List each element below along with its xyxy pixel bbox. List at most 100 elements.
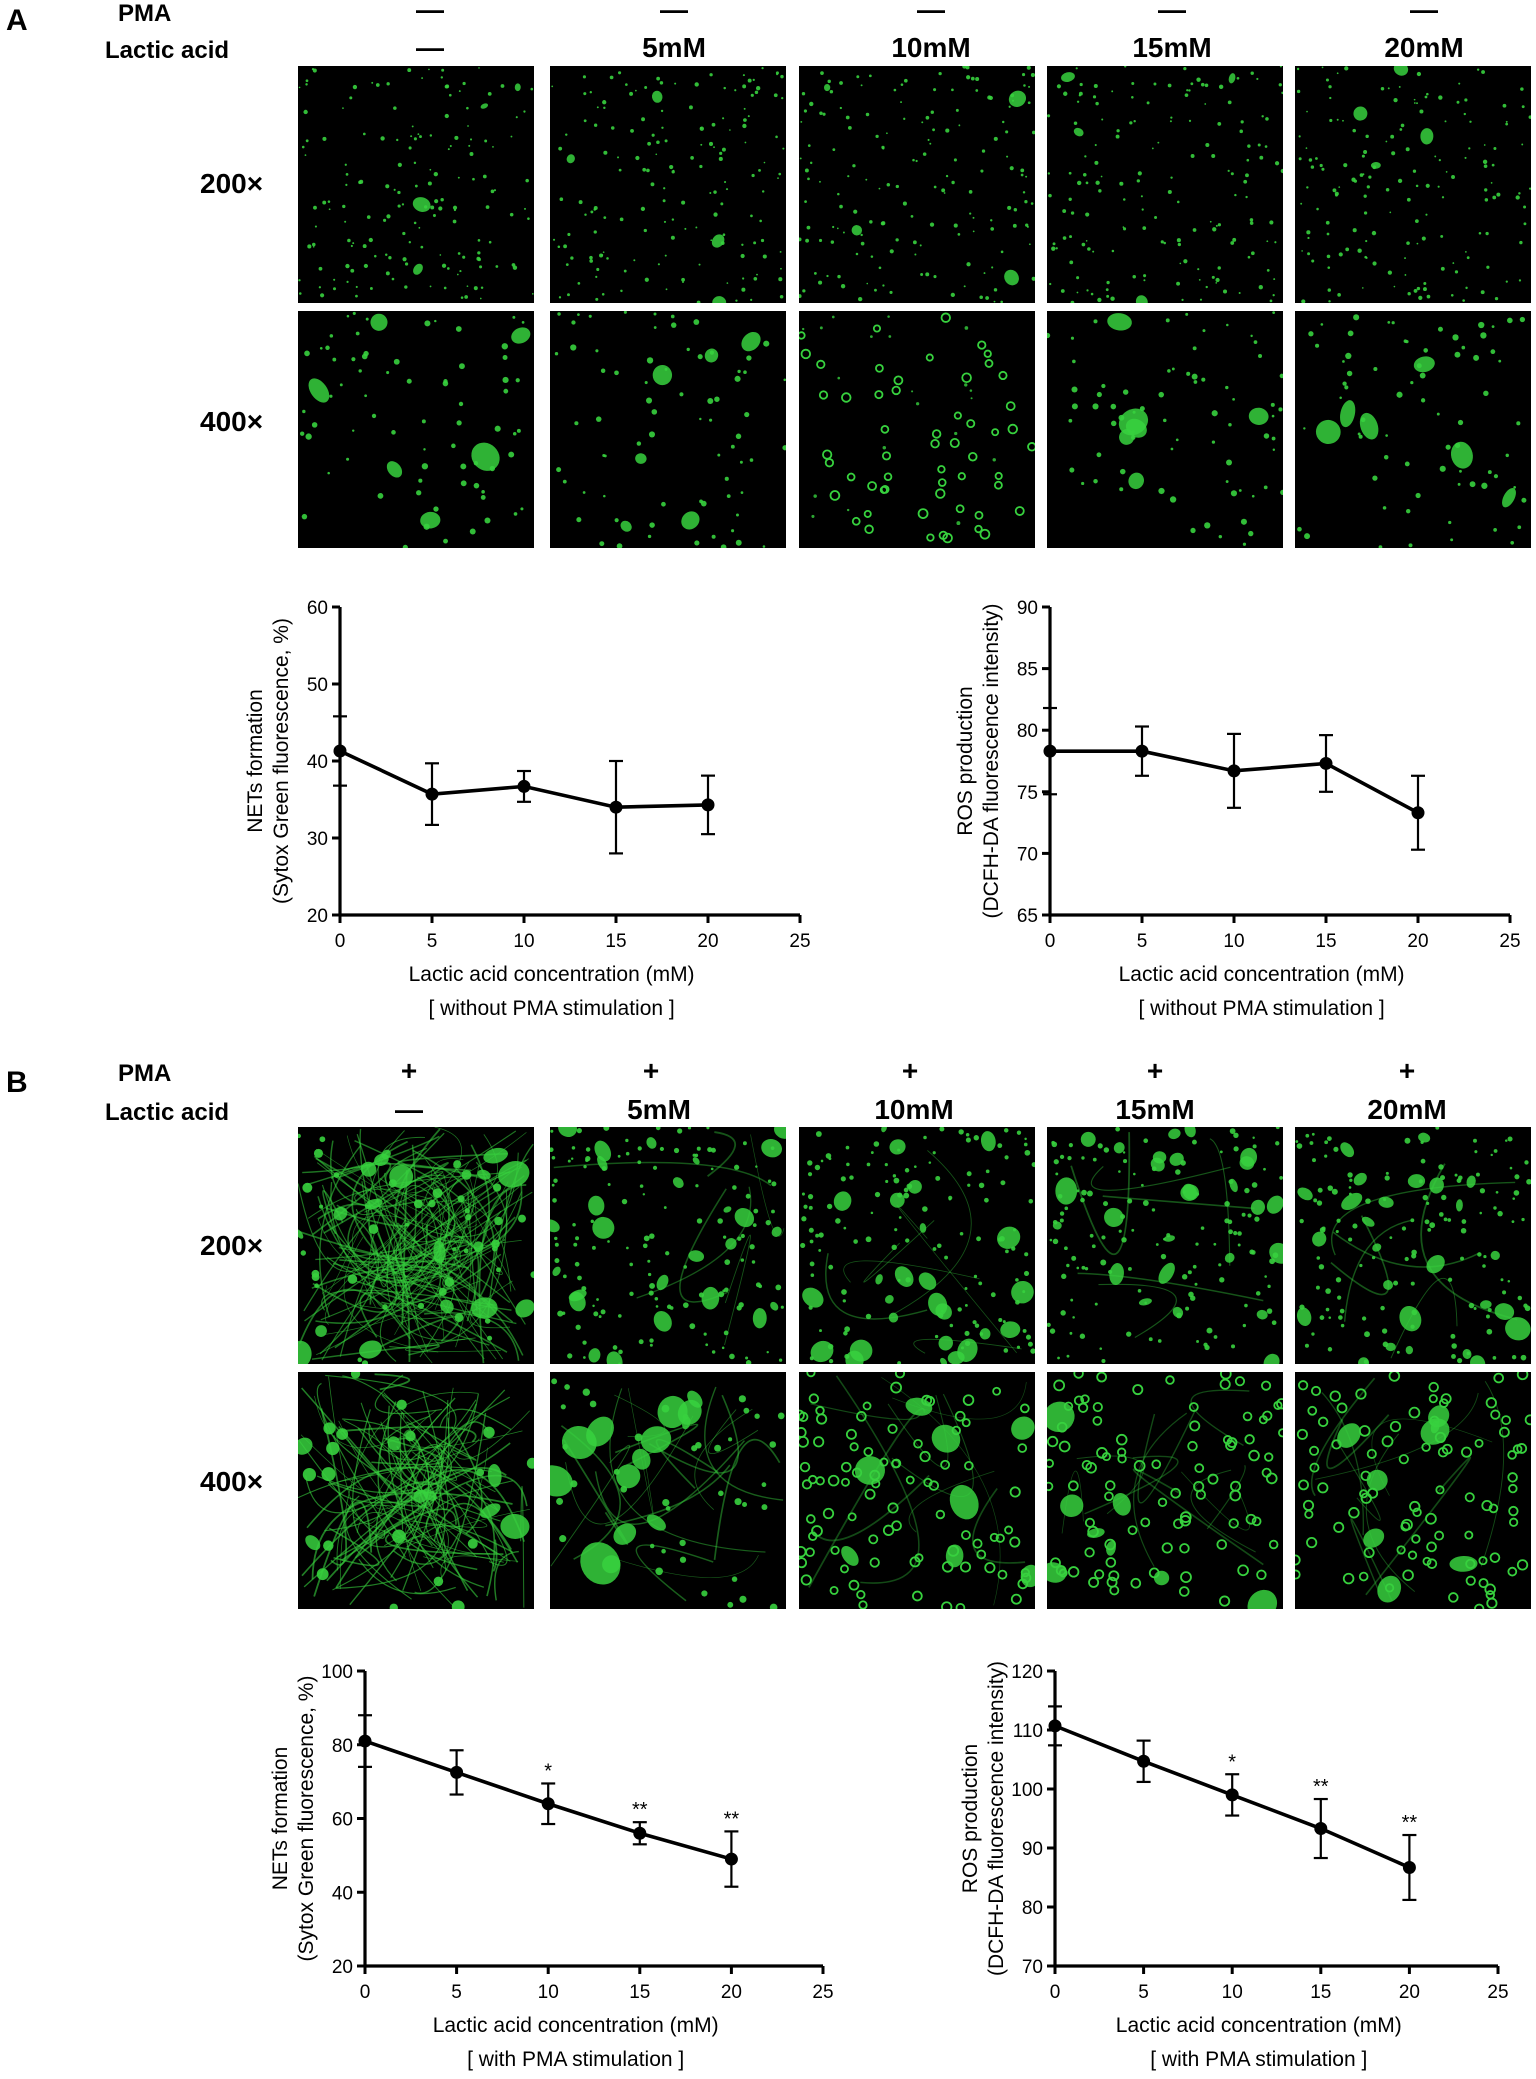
x-axis-label: Lactic acid concentration (mM) xyxy=(1116,2014,1402,2037)
x-tick-label: 15 xyxy=(1315,931,1336,952)
y-axis-label: ROS production xyxy=(954,686,977,835)
micrograph-a-200x-5mm xyxy=(550,66,786,303)
data-point xyxy=(541,1797,555,1811)
x-tick-label: 5 xyxy=(1137,931,1148,952)
x-tick-label: 10 xyxy=(538,1982,559,2003)
micrograph-a-200x-20mm xyxy=(1295,66,1531,303)
y-tick-label: 60 xyxy=(307,598,328,619)
y-axis-label-sub: (DCFH-DA fluorescence intensity) xyxy=(985,1661,1008,1976)
data-point xyxy=(1135,744,1149,758)
data-point xyxy=(450,1765,464,1779)
error-bar xyxy=(425,762,439,827)
error-bar xyxy=(517,769,531,803)
lactic-label-b: Lactic acid xyxy=(105,1099,230,1126)
x-tick-label: 20 xyxy=(1407,931,1428,952)
error-bar xyxy=(1227,732,1241,809)
x-tick-label: 15 xyxy=(1310,1982,1331,2003)
data-point xyxy=(633,1826,647,1840)
y-tick-label: 40 xyxy=(307,752,328,773)
lactic-label-a: Lactic acid xyxy=(105,37,230,64)
y-tick-label: 75 xyxy=(1017,783,1038,804)
data-point xyxy=(1319,756,1333,770)
data-point xyxy=(1411,806,1425,820)
x-axis-subcaption: [ without PMA stimulation ] xyxy=(1138,997,1384,1020)
data-point xyxy=(1048,1719,1062,1733)
pma-label-b: PMA xyxy=(118,1060,172,1087)
magnification-label-b-400: 400× xyxy=(200,1466,264,1497)
x-tick-label: 10 xyxy=(1223,931,1244,952)
data-point xyxy=(1227,764,1241,778)
x-tick-label: 0 xyxy=(1045,931,1056,952)
y-tick-label: 30 xyxy=(307,829,328,850)
x-axis-label: Lactic acid concentration (mM) xyxy=(409,963,695,986)
error-bar xyxy=(1411,774,1425,851)
micrograph-b-400x-control xyxy=(298,1372,534,1609)
series-line xyxy=(364,1739,732,1861)
lactic-value-a-2: 5mM xyxy=(642,32,706,63)
micrograph-b-200x-5mm xyxy=(550,1127,786,1364)
error-bar xyxy=(1048,1705,1062,1747)
error-bar xyxy=(358,1714,372,1768)
micrograph-a-400x-control xyxy=(298,311,534,548)
error-bar xyxy=(701,774,715,836)
y-tick-label: 70 xyxy=(1022,1957,1043,1978)
lactic-value-b-3: 10mM xyxy=(874,1094,954,1125)
data-point xyxy=(1402,1860,1416,1874)
magnification-label-a-400: 400× xyxy=(200,406,264,437)
error-bar xyxy=(449,1749,464,1796)
y-tick-label: 120 xyxy=(1011,1662,1043,1683)
significance-label: * xyxy=(1228,1751,1236,1773)
y-tick-label: 90 xyxy=(1017,598,1038,619)
pma-value-a-5: — xyxy=(1410,0,1438,25)
micrograph-b-400x-10mm xyxy=(799,1372,1035,1609)
pma-value-a-4: — xyxy=(1158,0,1186,25)
y-tick-label: 60 xyxy=(332,1810,353,1831)
magnification-label-b-200: 200× xyxy=(200,1230,264,1261)
x-tick-label: 0 xyxy=(360,1982,371,2003)
micrograph-a-400x-15mm xyxy=(1047,311,1283,548)
micrograph-a-200x-15mm xyxy=(1047,66,1283,303)
x-tick-label: 5 xyxy=(451,1982,462,2003)
data-point xyxy=(1137,1754,1151,1768)
x-axis-subcaption: [ without PMA stimulation ] xyxy=(428,997,674,1020)
lactic-value-b-1: — xyxy=(395,1094,423,1125)
error-bar xyxy=(1319,734,1333,793)
chart-b-ros xyxy=(0,0,1,1)
data-point xyxy=(701,798,715,812)
lactic-value-a-4: 15mM xyxy=(1132,32,1212,63)
x-tick-label: 10 xyxy=(513,931,534,952)
lactic-value-b-2: 5mM xyxy=(627,1094,691,1125)
data-point xyxy=(517,779,531,793)
y-tick-label: 20 xyxy=(332,1957,353,1978)
data-point xyxy=(724,1852,738,1866)
x-tick-label: 15 xyxy=(629,1982,650,2003)
pma-value-a-2: — xyxy=(660,0,688,25)
x-axis-label: Lactic acid concentration (mM) xyxy=(433,2014,719,2037)
x-tick-label: 15 xyxy=(605,931,626,952)
lactic-value-b-5: 20mM xyxy=(1367,1094,1447,1125)
data-point xyxy=(609,800,623,814)
lactic-value-a-5: 20mM xyxy=(1384,32,1464,63)
x-tick-label: 25 xyxy=(789,931,810,952)
y-tick-label: 80 xyxy=(1022,1898,1043,1919)
significance-label: ** xyxy=(724,1808,740,1830)
data-point xyxy=(1043,744,1057,758)
data-point xyxy=(1314,1822,1328,1836)
error-bar xyxy=(1225,1773,1240,1817)
y-tick-label: 85 xyxy=(1017,660,1038,681)
x-tick-label: 0 xyxy=(335,931,346,952)
micrograph-a-400x-20mm xyxy=(1295,311,1531,548)
error-bar xyxy=(1313,1797,1328,1860)
y-tick-label: 80 xyxy=(332,1736,353,1757)
x-tick-label: 25 xyxy=(812,1982,833,2003)
magnification-label-a-200: 200× xyxy=(200,168,264,199)
error-bar xyxy=(1135,725,1149,777)
y-tick-label: 70 xyxy=(1017,844,1038,865)
y-axis-label-sub: (Sytox Green fluorescence, %) xyxy=(295,1676,318,1962)
y-tick-label: 50 xyxy=(307,675,328,696)
y-tick-label: 80 xyxy=(1017,721,1038,742)
pma-value-b-3: + xyxy=(901,1055,919,1086)
x-tick-label: 20 xyxy=(721,1982,742,2003)
y-tick-label: 65 xyxy=(1017,906,1038,927)
x-axis-label: Lactic acid concentration (mM) xyxy=(1119,963,1405,986)
